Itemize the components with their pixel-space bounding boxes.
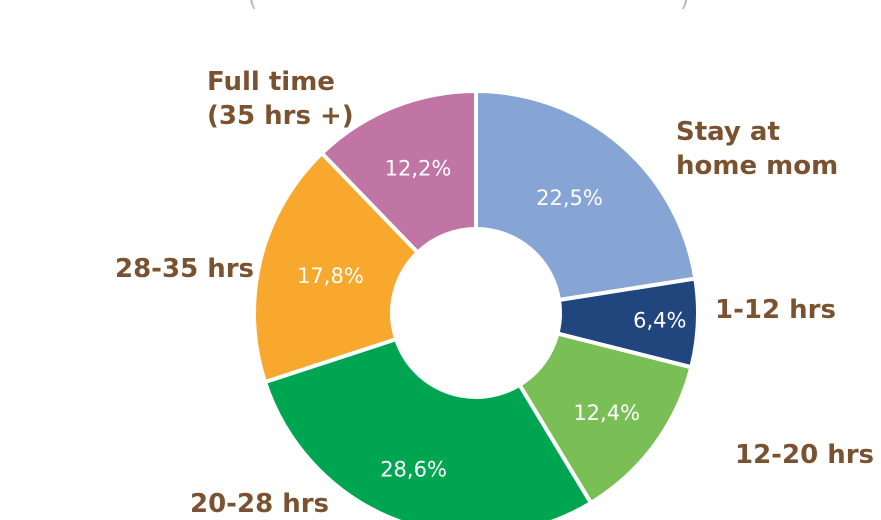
category-label-5: 28-35 hrs (115, 254, 254, 284)
category-label-line: Stay at (676, 117, 780, 147)
svg-text:): ) (680, 0, 689, 12)
value-label-6: 12,2% (385, 156, 452, 180)
category-label-4: 20-28 hrs (190, 489, 329, 519)
category-label-line: 20-28 hrs (190, 489, 329, 519)
category-labels: Stay at home mom 1-12 hrs 12-20 hrs 20-28 hr… (115, 67, 874, 519)
donut-slice-4 (262, 337, 593, 520)
donut-slices (252, 89, 700, 520)
value-label-3: 12,4% (573, 401, 640, 425)
category-label-line: Full time (207, 67, 335, 97)
category-label-6: Full time (35 hrs +) (207, 67, 354, 131)
value-label-2: 6,4% (633, 308, 686, 332)
category-label-3: 12-20 hrs (735, 440, 874, 470)
category-label-line: home mom (676, 151, 838, 181)
category-label-line: (35 hrs +) (207, 101, 354, 131)
category-label-line: 1-12 hrs (715, 295, 836, 325)
donut-slice-6 (319, 89, 478, 255)
value-label-1: 22,5% (536, 186, 603, 210)
top-title-fragment: ( ) (248, 0, 689, 12)
category-label-1: Stay at home mom (676, 117, 838, 181)
category-label-line: 12-20 hrs (735, 440, 874, 470)
value-label-5: 17,8% (297, 264, 364, 288)
category-label-line: 28-35 hrs (115, 254, 254, 284)
donut-slice-3 (517, 331, 694, 505)
category-label-2: 1-12 hrs (715, 295, 836, 325)
svg-text:(: ( (248, 0, 257, 12)
donut-slice-1 (474, 89, 698, 302)
value-label-4: 28,6% (380, 458, 447, 482)
value-labels: 22,5% 6,4% 12,4% 28,6% 17,8% 12,2% (297, 156, 686, 481)
